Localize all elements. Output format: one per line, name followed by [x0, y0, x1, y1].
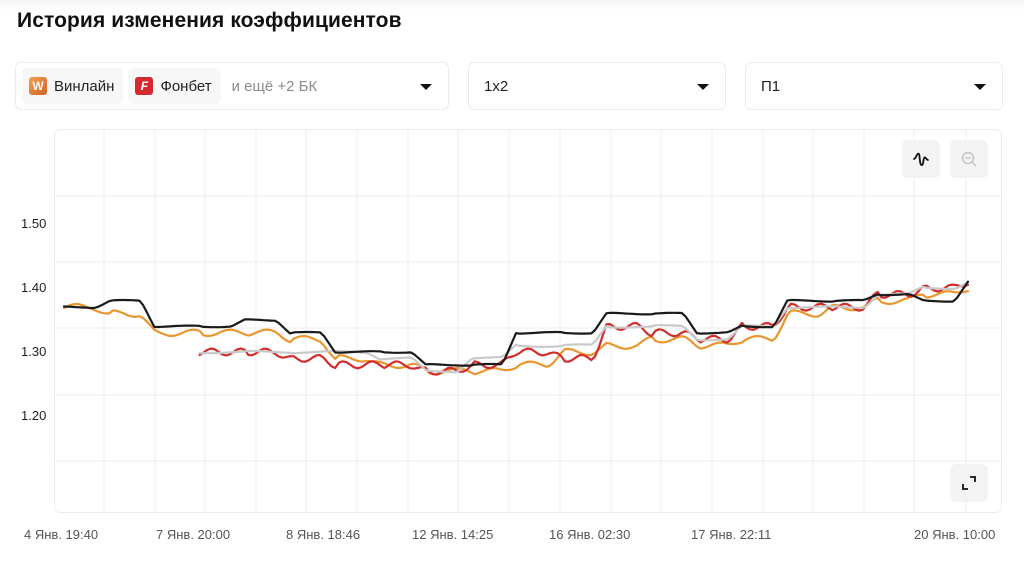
- y-tick-label: 1.30: [21, 344, 47, 359]
- zoom-out-icon: [961, 151, 977, 167]
- x-tick-label: 8 Янв. 18:46: [286, 527, 361, 542]
- outcome-select[interactable]: П1: [745, 62, 1003, 110]
- winline-logo-icon: W: [29, 77, 47, 95]
- smooth-toggle-button[interactable]: [902, 140, 940, 178]
- bookmaker-select[interactable]: W Винлайн F Фонбет и ещё +2 БК: [15, 62, 449, 110]
- series-line-orange: [62, 290, 970, 376]
- fonbet-logo-icon: F: [135, 77, 154, 95]
- series-line-red: [198, 283, 970, 376]
- bookmaker-chip-winline[interactable]: W Винлайн: [22, 68, 124, 104]
- x-tick-label: 20 Янв. 10:00: [914, 527, 996, 542]
- expand-icon: [962, 476, 976, 490]
- y-tick-label: 1.50: [21, 216, 47, 231]
- bookmaker-chip-label: Фонбет: [160, 77, 212, 95]
- header-shadow: [0, 0, 1024, 10]
- page-title: История изменения коэффициентов: [17, 9, 402, 32]
- chart-series: [62, 280, 970, 376]
- x-tick-label: 7 Янв. 20:00: [156, 527, 231, 542]
- y-tick-label: 1.40: [21, 280, 47, 295]
- series-line-grey: [198, 281, 970, 374]
- caret-down-icon[interactable]: [697, 84, 709, 90]
- zoom-out-button[interactable]: [950, 140, 988, 178]
- caret-down-icon[interactable]: [974, 84, 986, 90]
- fullscreen-button[interactable]: [950, 464, 988, 502]
- market-select-value: 1x2: [484, 77, 509, 95]
- y-tick-label: 1.20: [21, 408, 47, 423]
- x-tick-label: 4 Янв. 19:40: [24, 527, 99, 542]
- bookmaker-chip-fonbet[interactable]: F Фонбет: [128, 68, 221, 104]
- x-tick-label: 12 Янв. 14:25: [412, 527, 494, 542]
- bookmaker-chip-label: Винлайн: [54, 77, 115, 95]
- x-tick-label: 17 Янв. 22:11: [691, 527, 772, 542]
- more-bookmakers-label: и ещё +2 БК: [231, 77, 318, 95]
- market-select[interactable]: 1x2: [468, 62, 726, 110]
- series-line-black: [62, 280, 970, 367]
- wave-icon: [913, 152, 929, 166]
- chart-grid: [55, 130, 1001, 512]
- outcome-select-value: П1: [761, 77, 781, 95]
- x-tick-label: 16 Янв. 02:30: [549, 527, 631, 542]
- chart-frame: [54, 129, 1002, 513]
- caret-down-icon[interactable]: [420, 84, 432, 90]
